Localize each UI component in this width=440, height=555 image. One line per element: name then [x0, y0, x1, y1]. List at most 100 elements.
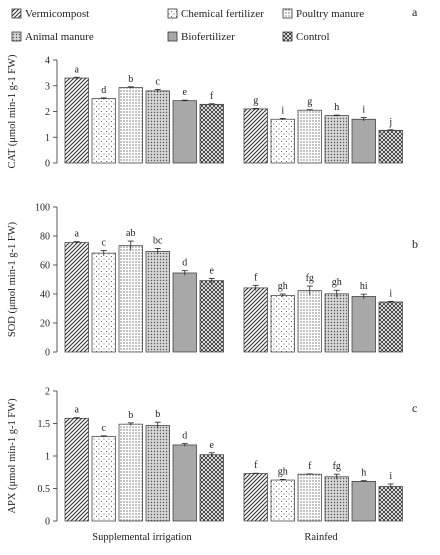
- panel-letter: c: [412, 401, 417, 415]
- significance-letter: d: [101, 85, 106, 96]
- y-tick-label: 1: [45, 452, 50, 463]
- significance-letter: gh: [332, 277, 342, 288]
- legend-label: Vermicompost: [25, 8, 89, 20]
- bar: [91, 98, 116, 164]
- y-tick-label: 0: [45, 348, 50, 359]
- bar: [118, 87, 143, 164]
- significance-letter: f: [254, 272, 258, 283]
- x-category-label: Rainfed: [304, 532, 338, 543]
- bar: [378, 129, 403, 164]
- bar: [172, 272, 197, 353]
- significance-letter: hi: [360, 281, 368, 292]
- significance-letter: a: [75, 64, 80, 75]
- y-tick-label: 3: [45, 81, 50, 92]
- significance-letter: i: [389, 471, 392, 482]
- bar: [199, 280, 224, 353]
- significance-letter: e: [183, 87, 188, 98]
- significance-letter: c: [102, 423, 107, 434]
- legend-label: Chemical fertilizer: [181, 8, 264, 20]
- y-tick-label: 100: [35, 203, 50, 214]
- legend-swatch: [282, 31, 293, 42]
- legend-item: Poultry manure: [282, 8, 364, 20]
- legend-swatch: [11, 31, 22, 42]
- bar: [297, 290, 322, 353]
- bar: [145, 90, 170, 164]
- significance-letter: h: [334, 102, 339, 113]
- bar: [270, 295, 295, 353]
- significance-letter: gh: [278, 466, 288, 477]
- bar: [91, 436, 116, 522]
- legend-swatch: [167, 8, 178, 19]
- bar: [118, 423, 143, 522]
- legend-label: Animal manure: [25, 31, 94, 43]
- y-tick-label: 80: [40, 232, 50, 243]
- significance-letter: e: [210, 440, 215, 451]
- legend-label: Control: [296, 31, 330, 43]
- bar: [64, 77, 89, 164]
- bar: [351, 296, 376, 353]
- bar: [145, 251, 170, 353]
- significance-letter: fg: [333, 461, 341, 472]
- bar: [378, 486, 403, 522]
- legend-label: Biofertilizer: [181, 31, 235, 43]
- significance-letter: g: [307, 97, 312, 108]
- y-tick-label: 20: [40, 319, 50, 330]
- significance-letter: ab: [126, 228, 135, 239]
- bar: [324, 115, 349, 164]
- y-tick-label: 2: [45, 107, 50, 118]
- legend-swatch: [167, 31, 178, 42]
- bar: [378, 301, 403, 353]
- significance-letter: fg: [306, 273, 314, 284]
- y-tick-label: 60: [40, 261, 50, 272]
- y-tick-label: 4: [45, 56, 50, 67]
- chart-panel-b: 0 20 40 60 80 100 SOD (μmol min-1 g-1 FW) b a c ab…: [7, 203, 418, 359]
- significance-letter: f: [254, 460, 258, 471]
- legend-item: Vermicompost: [11, 8, 89, 20]
- bar: [324, 476, 349, 522]
- significance-letter: gh: [278, 281, 288, 292]
- bar: [91, 252, 116, 353]
- panel-letter: b: [412, 237, 418, 251]
- significance-letter: b: [128, 410, 133, 421]
- y-tick-label: 2: [45, 387, 50, 398]
- legend-swatch: [11, 8, 22, 19]
- legend-item: Chemical fertilizer: [167, 8, 264, 20]
- significance-letter: e: [210, 265, 215, 276]
- bar: [324, 293, 349, 353]
- significance-letter: g: [253, 95, 258, 106]
- significance-letter: a: [75, 405, 80, 416]
- bar: [351, 118, 376, 164]
- significance-letter: f: [308, 461, 312, 472]
- bar: [243, 473, 268, 522]
- significance-letter: i: [362, 104, 365, 115]
- significance-letter: b: [155, 409, 160, 420]
- significance-letter: c: [102, 238, 107, 249]
- significance-letter: f: [210, 91, 214, 102]
- legend-label: Poultry manure: [296, 8, 364, 20]
- bar: [199, 103, 224, 164]
- significance-letter: d: [182, 431, 187, 442]
- y-tick-label: 0: [45, 159, 50, 170]
- y-axis-label: APX (μmol min-1 g-1 FW): [7, 398, 18, 514]
- significance-letter: j: [388, 117, 392, 128]
- y-tick-label: 0.5: [38, 484, 51, 495]
- significance-letter: i: [389, 288, 392, 299]
- legend-swatch: [282, 8, 293, 19]
- significance-letter: d: [182, 258, 187, 269]
- bar: [243, 108, 268, 164]
- bar: [297, 109, 322, 164]
- x-category-label: Supplemental irrigation: [92, 532, 192, 543]
- group-labels: Supplemental irrigation Rainfed: [92, 532, 338, 543]
- y-tick-label: 1: [45, 133, 50, 144]
- significance-letter: a: [75, 229, 80, 240]
- significance-letter: c: [156, 76, 161, 87]
- y-axis-label: CAT (μmol min-1 g-1 FW): [7, 54, 18, 168]
- chart-panel-c: 0 0.5 1 1.5 2 APX (μmol min-1 g-1 FW) c a c b b d e f…: [7, 387, 417, 528]
- y-tick-label: 40: [40, 290, 50, 301]
- bar: [270, 479, 295, 522]
- bar: [270, 118, 295, 164]
- panel-letter: a: [412, 5, 418, 19]
- significance-letter: b: [128, 74, 133, 85]
